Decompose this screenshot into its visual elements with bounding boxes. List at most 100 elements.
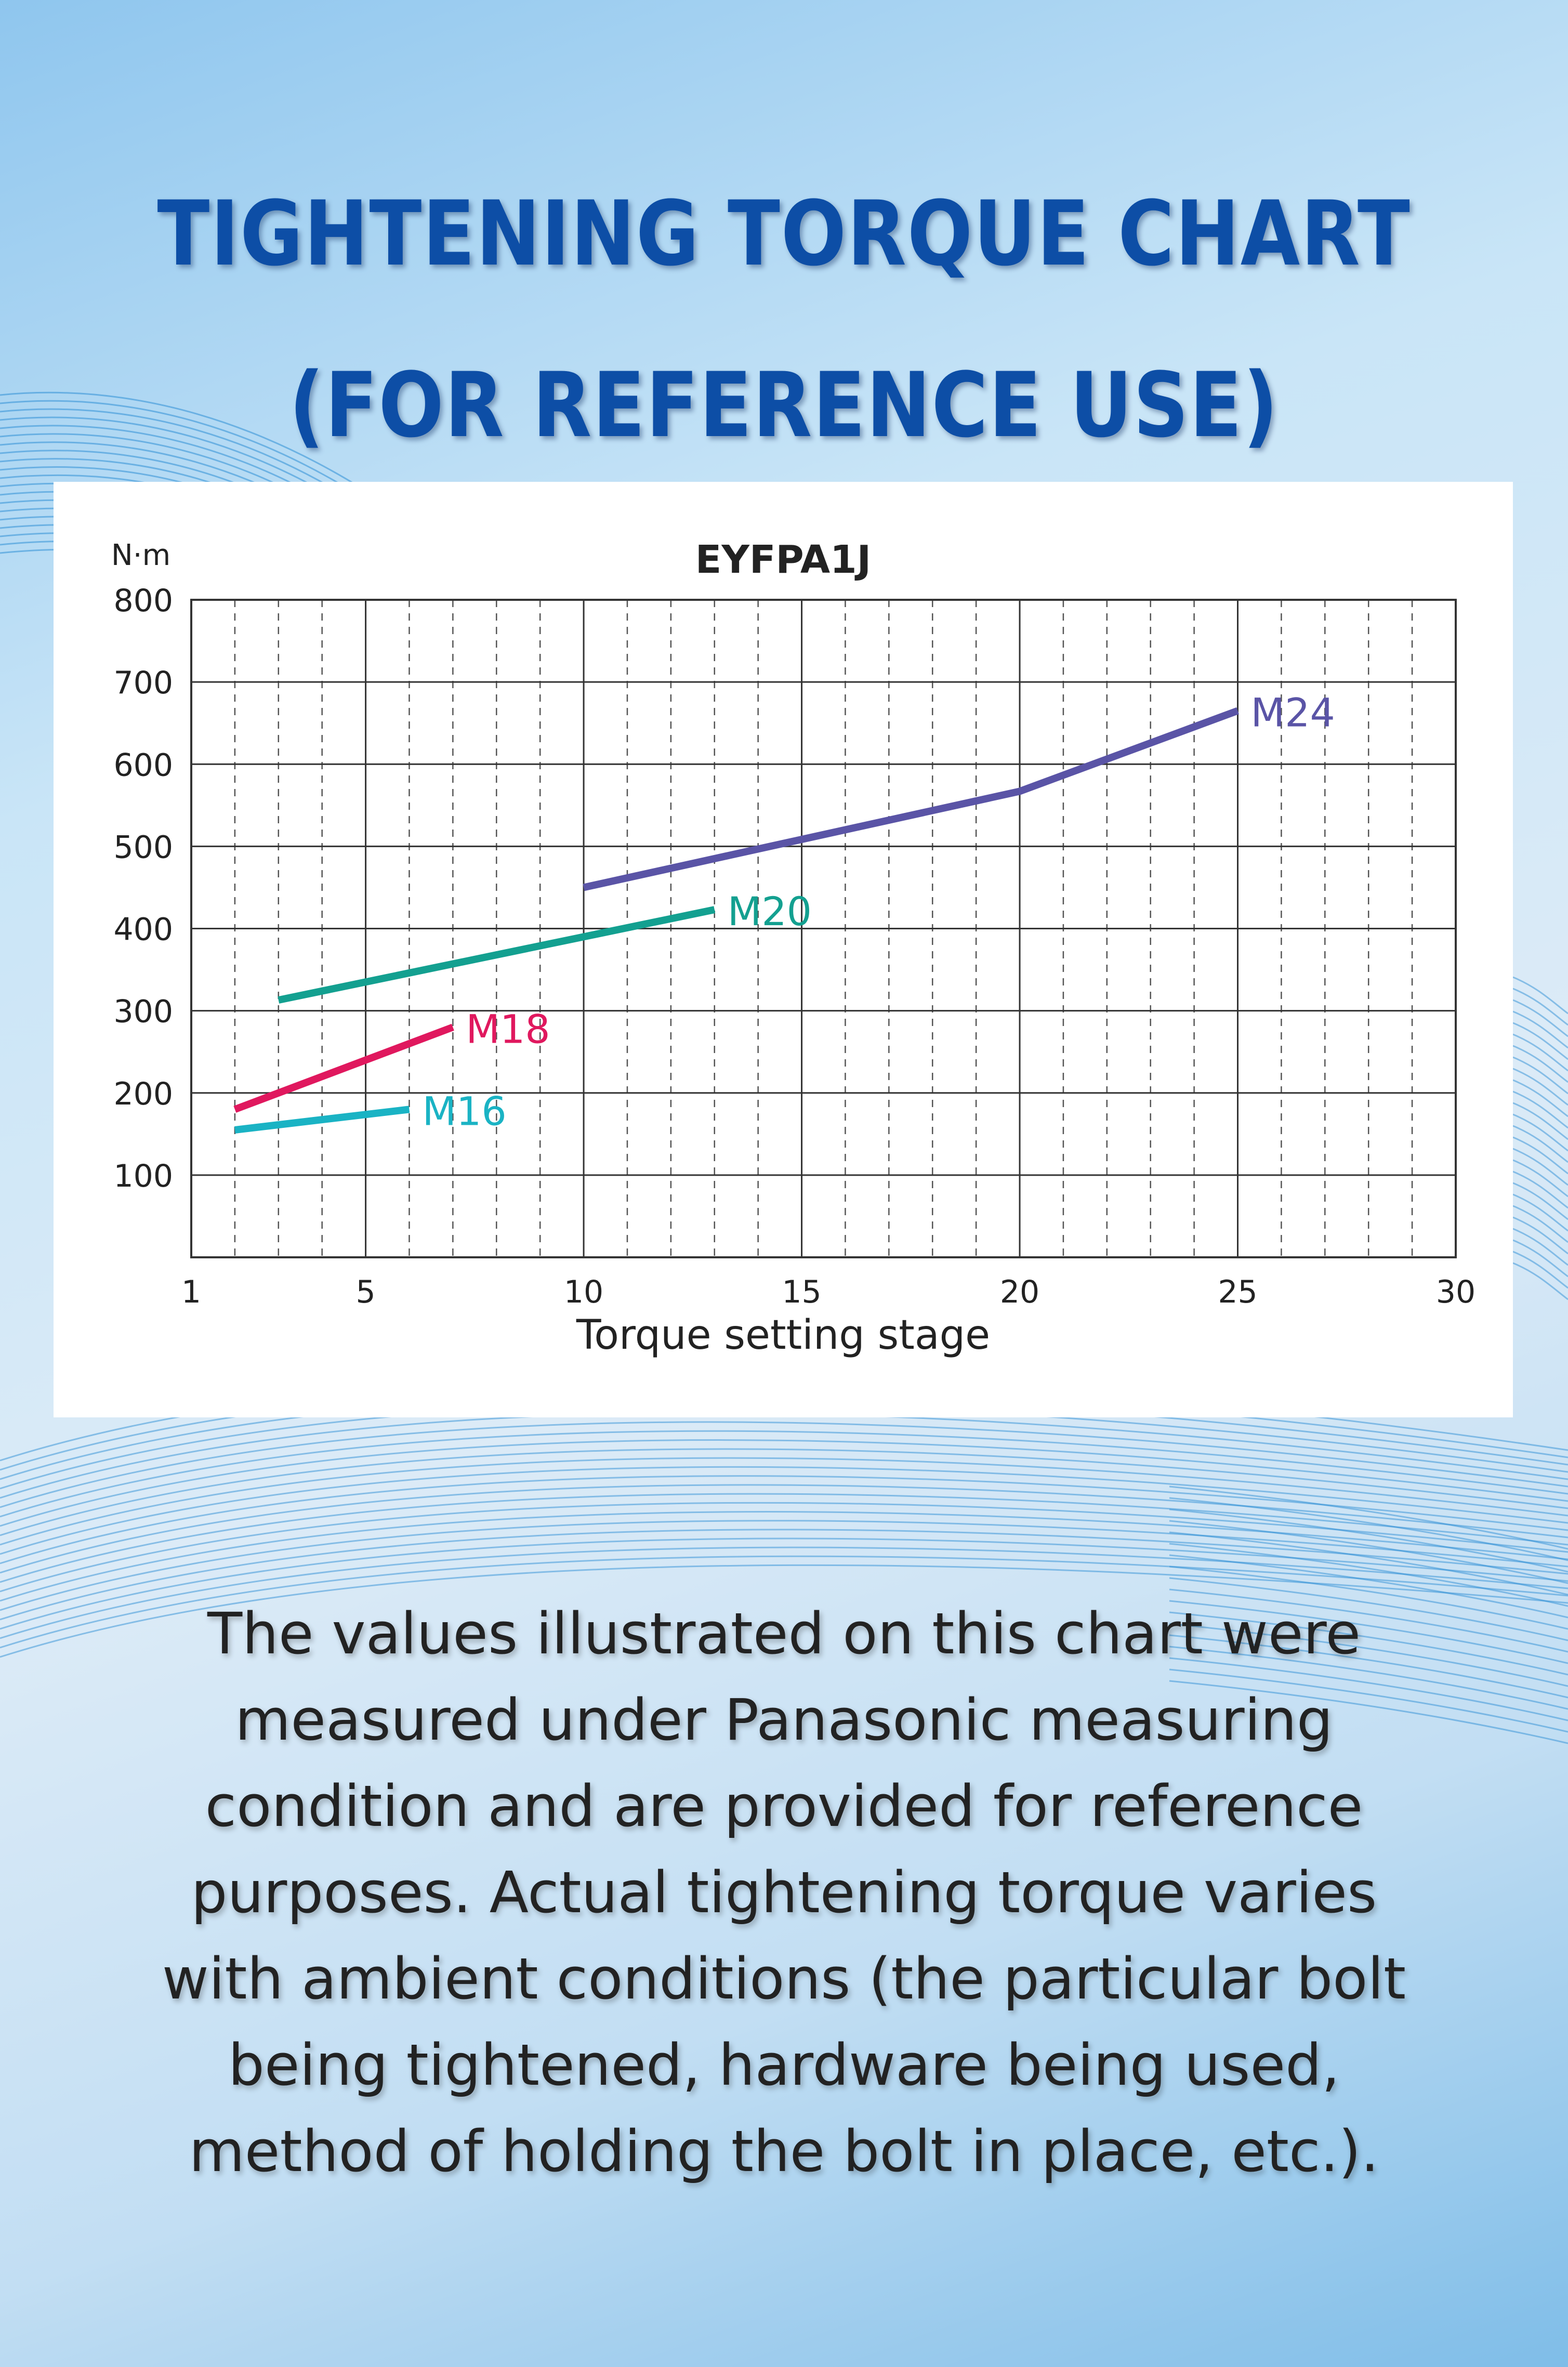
wave-line-right <box>1512 1136 1568 1175</box>
wave-line-lower <box>0 1448 1568 1536</box>
note-line: measured under Panasonic measuring <box>235 1687 1333 1753</box>
wave-line-right <box>1169 1508 1568 1573</box>
wave-line-right <box>1169 1668 1568 1733</box>
wave-line-right <box>1512 1068 1568 1106</box>
wave-line-lower <box>0 1555 1568 1649</box>
wave-line-right <box>1169 1566 1568 1630</box>
wave-line-right <box>1512 1193 1568 1232</box>
plot-frame <box>190 599 1457 1258</box>
wave-line-right <box>1169 1588 1568 1653</box>
chart-series: M16 M18 M20 M24 <box>233 689 1335 1134</box>
wave-line-right <box>1512 1182 1568 1220</box>
wave-line-right <box>1169 1543 1568 1607</box>
wave-line-right <box>1512 1102 1568 1140</box>
wave-line-right <box>1169 1646 1568 1710</box>
wave-line-lower <box>0 1466 1568 1555</box>
y-tick-label: 200 <box>113 1076 173 1112</box>
note-line: condition and are provided for reference <box>205 1773 1363 1839</box>
wave-line-lower <box>0 1564 1568 1658</box>
y-tick-label: 700 <box>113 665 173 701</box>
y-tick-label: 400 <box>113 912 173 948</box>
wave-line-lower <box>0 1457 1568 1546</box>
x-tick-label: 15 <box>782 1274 821 1310</box>
wave-line-right <box>1169 1485 1568 1550</box>
series-label-m20: M20 <box>728 888 812 935</box>
x-tick-label: 20 <box>1000 1274 1039 1310</box>
x-tick-label: 1 <box>181 1274 201 1310</box>
page-title: TIGHTENING TORQUE CHART (FOR REFERENCE U… <box>110 148 1458 491</box>
wave-line-right <box>1169 1680 1568 1744</box>
y-tick-label: 600 <box>113 747 173 783</box>
wave-line-right <box>1512 1205 1568 1243</box>
wave-line-right <box>1512 976 1568 1015</box>
series-line-m18 <box>233 1023 454 1113</box>
x-tick-label: 10 <box>564 1274 603 1310</box>
wave-line-lower <box>0 1520 1568 1611</box>
chart-panel: M16 M18 M20 M24 100 200 300 400 500 600 700 800 1 5 1… <box>54 482 1513 1417</box>
wave-line-lower <box>0 1475 1568 1564</box>
wave-line-right <box>1169 1657 1568 1721</box>
wave-line-right <box>1512 1125 1568 1163</box>
note-line: with ambient conditions (the particular … <box>162 1945 1406 2012</box>
series-label-m18: M18 <box>466 1006 550 1052</box>
wave-line-right <box>1512 1090 1568 1129</box>
wave-line-right <box>1512 1045 1568 1083</box>
wave-line-right <box>1169 1577 1568 1641</box>
page-title-line-1: TIGHTENING TORQUE CHART <box>157 181 1411 286</box>
series-line-m16 <box>234 1106 410 1134</box>
wave-line-right <box>1169 1611 1568 1676</box>
series-line-m20 <box>278 906 716 1004</box>
y-axis-unit-label: N·m <box>111 538 170 572</box>
wave-line-right <box>1512 1228 1568 1266</box>
wave-line-right <box>1512 1159 1568 1198</box>
page-title-line-2: (FOR REFERENCE USE) <box>289 353 1279 457</box>
wave-line-lower <box>0 1493 1568 1583</box>
wave-line-right <box>1512 1010 1568 1049</box>
wave-line-right <box>1512 1251 1568 1289</box>
wave-line-right <box>1512 1033 1568 1072</box>
wave-line-lower <box>0 1511 1568 1602</box>
note-line: method of holding the bolt in place, etc… <box>189 2118 1379 2185</box>
wave-line-right <box>1512 1148 1568 1186</box>
wave-line-right <box>1512 1171 1568 1209</box>
wave-line-right <box>1169 1554 1568 1619</box>
wave-line-right <box>1169 1634 1568 1699</box>
wave-line-right <box>1169 1497 1568 1561</box>
wave-line-right <box>1512 1239 1568 1278</box>
wave-line-right <box>1512 1056 1568 1095</box>
y-tick-label: 300 <box>113 994 173 1030</box>
wave-line-right <box>1169 1600 1568 1664</box>
wave-line-right <box>1512 1022 1568 1060</box>
chart-title: EYFPA1J <box>695 537 871 582</box>
wave-line-right <box>1169 1520 1568 1584</box>
y-tick-label: 500 <box>113 829 173 865</box>
x-tick-label: 30 <box>1436 1274 1475 1310</box>
wave-line-right <box>1169 1531 1568 1596</box>
wave-line-right <box>1169 1623 1568 1687</box>
wave-line-right <box>1512 1216 1568 1255</box>
series-label-m16: M16 <box>422 1088 506 1134</box>
wave-line-right <box>1512 999 1568 1037</box>
wave-line-lower <box>0 1421 1568 1508</box>
wave-line-right <box>1512 1262 1568 1300</box>
x-axis-label: Torque setting stage <box>576 1312 990 1359</box>
series-line-m24 <box>583 707 1239 891</box>
wave-line-right <box>1512 1113 1568 1152</box>
wave-line-lower <box>0 1439 1568 1527</box>
note-line: being tightened, hardware being used, <box>228 2032 1340 2098</box>
wave-line-right <box>1512 988 1568 1026</box>
wave-line-lower <box>0 1529 1568 1621</box>
series-label-m24: M24 <box>1251 689 1335 735</box>
wave-line-lower <box>0 1502 1568 1593</box>
chart-grid <box>191 600 1456 1257</box>
x-tick-label: 25 <box>1218 1274 1257 1310</box>
x-tick-label: 5 <box>355 1274 375 1310</box>
note-line: purposes. Actual tightening torque varie… <box>191 1859 1377 1926</box>
y-tick-label: 800 <box>113 583 173 619</box>
note-line: The values illustrated on this chart wer… <box>207 1600 1361 1667</box>
y-tick-label: 100 <box>113 1158 173 1194</box>
reference-note: The values illustrated on this chart wer… <box>78 1590 1490 2194</box>
wave-line-right <box>1512 1079 1568 1117</box>
